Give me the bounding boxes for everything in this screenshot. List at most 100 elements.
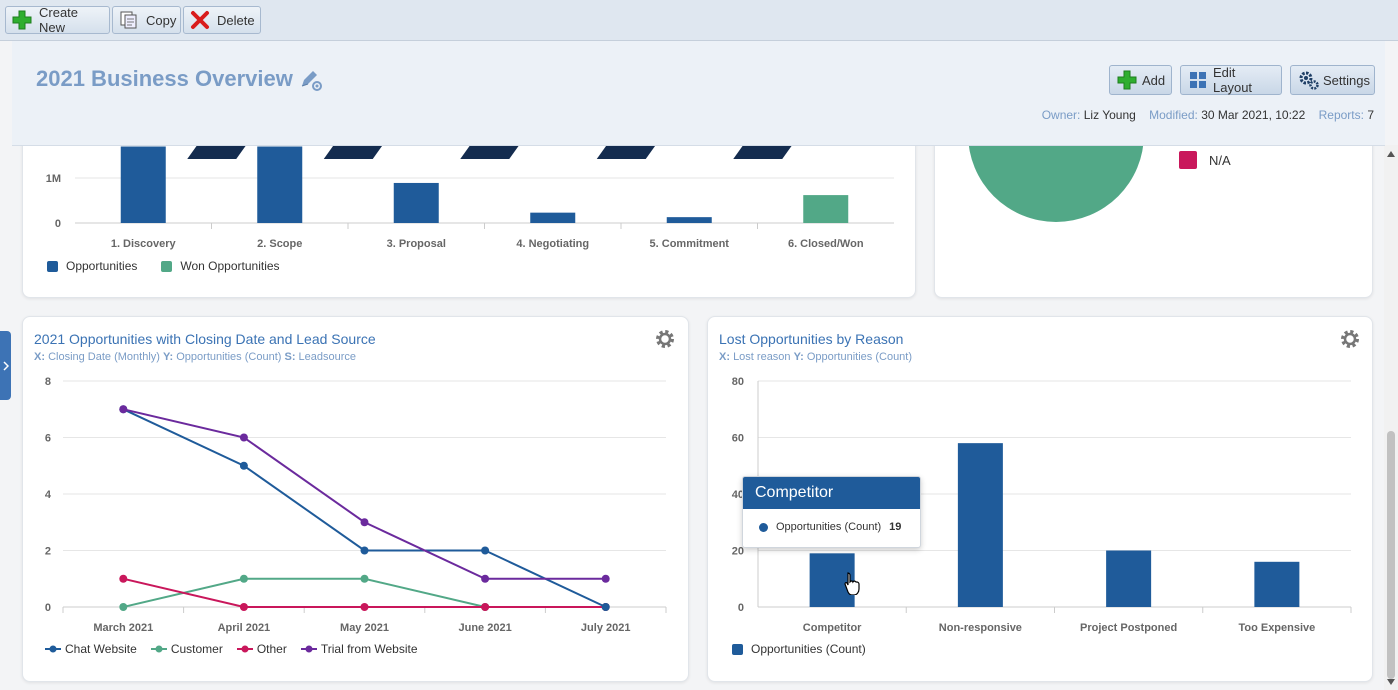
series-point [601, 603, 610, 611]
bar-won-opportunities [803, 195, 849, 223]
x-tick-label: July 2021 [581, 622, 631, 634]
series-point [119, 574, 128, 583]
scrollbar-thumb[interactable] [1387, 431, 1395, 679]
pie-slice-na [968, 121, 1144, 222]
lost-legend: Opportunities (Count) [732, 642, 866, 656]
x-tick-label: May 2021 [340, 622, 389, 634]
x-tick-label: 4. Negotiating [516, 238, 589, 250]
legend-line-marker [236, 645, 253, 653]
add-button[interactable]: Add [1109, 65, 1172, 95]
gears-icon [1298, 70, 1319, 90]
legend-item[interactable]: Chat Website [45, 642, 137, 656]
settings-label: Settings [1323, 72, 1370, 88]
series-point [601, 574, 610, 583]
y-tick-label: 8 [45, 376, 51, 388]
delete-x-icon [190, 10, 210, 30]
legend-label: Chat Website [65, 642, 137, 656]
x-tick-label: Competitor [803, 622, 862, 634]
copy-label: Copy [146, 12, 177, 28]
series-point [360, 518, 369, 527]
reports-count: 7 [1367, 108, 1374, 122]
sub-x-value: Lost reason [733, 351, 791, 363]
reports-label: Reports: [1318, 108, 1364, 122]
pie-chart-card: N/A [934, 120, 1373, 298]
x-tick-label: 6. Closed/Won [788, 238, 864, 250]
legend-opportunities-count: Opportunities (Count) [751, 642, 866, 656]
bar-opportunities [393, 182, 439, 223]
scroll-up-arrow-icon[interactable] [1387, 151, 1395, 157]
toolbar: Create New Copy Delete [0, 0, 1398, 41]
legend-swatch-won [161, 260, 173, 272]
y-tick-label: 60 [732, 433, 744, 445]
funnel-connector [323, 145, 383, 159]
series-point [360, 603, 369, 611]
side-panel-toggle[interactable] [0, 331, 11, 400]
legend-item[interactable]: Customer [150, 642, 223, 656]
create-new-label: Create New [39, 5, 79, 35]
line-card-title: 2021 Opportunities with Closing Date and… [34, 331, 376, 347]
y-tick-label: 80 [732, 376, 744, 388]
delete-button[interactable]: Delete [183, 6, 261, 34]
tooltip-series: Opportunities (Count) [776, 521, 882, 533]
vertical-scrollbar[interactable] [1384, 145, 1398, 690]
funnel-connector [733, 145, 793, 159]
edit-pencil-icon[interactable] [298, 68, 324, 97]
settings-button[interactable]: Settings [1290, 65, 1375, 95]
bar-too-expensive [1254, 561, 1300, 607]
series-point [239, 461, 248, 470]
x-tick-label: 2. Scope [257, 238, 302, 250]
modified-label: Modified: [1149, 108, 1198, 122]
dashboard-header: 2021 Business Overview Add Edit Layout S… [12, 41, 1385, 146]
sub-x-key: X: [34, 351, 45, 363]
y-tick-label: 20 [732, 546, 744, 558]
create-new-button[interactable]: Create New [5, 5, 110, 35]
leadsource-line-chart: 0 2 4 6 8 March 2021 April 2021 May 2021 June 20… [45, 376, 667, 634]
pipeline-chart-card: 1M 0 1. Discovery 2. Scope 3. Proposal 4. Neg… [22, 120, 916, 298]
dashboard-meta: Owner: Liz Young Modified: 30 Mar 2021, … [1042, 108, 1374, 122]
bar-card-gear-icon[interactable] [1339, 328, 1361, 350]
legend-swatch-opportunities-count [732, 643, 743, 655]
y-tick-label: 0 [55, 218, 61, 230]
scroll-down-arrow-icon[interactable] [1387, 679, 1395, 685]
x-tick-label: Project Postponed [1080, 622, 1177, 634]
edit-layout-button[interactable]: Edit Layout [1180, 65, 1282, 95]
sub-s-key: S: [284, 351, 296, 363]
x-tick-label: Too Expensive [1238, 622, 1315, 634]
chevron-right-icon [2, 360, 9, 371]
legend-item[interactable]: Trial from Website [300, 642, 418, 656]
series-point [239, 433, 248, 442]
legend-opportunities: Opportunities [66, 259, 138, 273]
series-point [481, 574, 490, 583]
legend-line-marker [300, 645, 317, 653]
legend-won-opportunities: Won Opportunities [180, 259, 280, 273]
hand-cursor-icon [844, 572, 860, 595]
legend-na: N/A [1209, 152, 1231, 168]
series-point [481, 603, 490, 611]
legend-line-marker [45, 645, 61, 653]
sub-x-key: X: [719, 351, 730, 363]
copy-button[interactable]: Copy [112, 6, 181, 34]
series-point [119, 603, 128, 611]
legend-label: Trial from Website [320, 642, 418, 656]
pipeline-bar-chart: 1M 0 1. Discovery 2. Scope 3. Proposal 4. Neg… [46, 145, 894, 250]
line-legend: Chat Website Customer Other Trial from Webs… [45, 642, 432, 656]
tooltip-value: 19 [889, 521, 902, 533]
legend-line-marker [150, 645, 167, 653]
series-line-other [123, 577, 606, 608]
x-tick-label: 1. Discovery [111, 238, 177, 250]
add-label: Add [1142, 72, 1166, 88]
series-point [119, 405, 128, 414]
bar-non-responsive [957, 443, 1003, 607]
line-card-gear-icon[interactable] [654, 328, 676, 350]
series-point [360, 546, 369, 555]
legend-item[interactable]: Other [236, 642, 287, 656]
x-tick-label: April 2021 [218, 622, 271, 634]
bar-opportunities [530, 212, 576, 223]
tooltip-title: Competitor [743, 477, 920, 509]
y-tick-label: 2 [45, 546, 51, 558]
funnel-connector [460, 145, 520, 159]
funnel-connector [596, 145, 656, 159]
copy-icon [119, 10, 139, 30]
tooltip-series-dot [759, 522, 768, 532]
delete-label: Delete [217, 12, 255, 28]
